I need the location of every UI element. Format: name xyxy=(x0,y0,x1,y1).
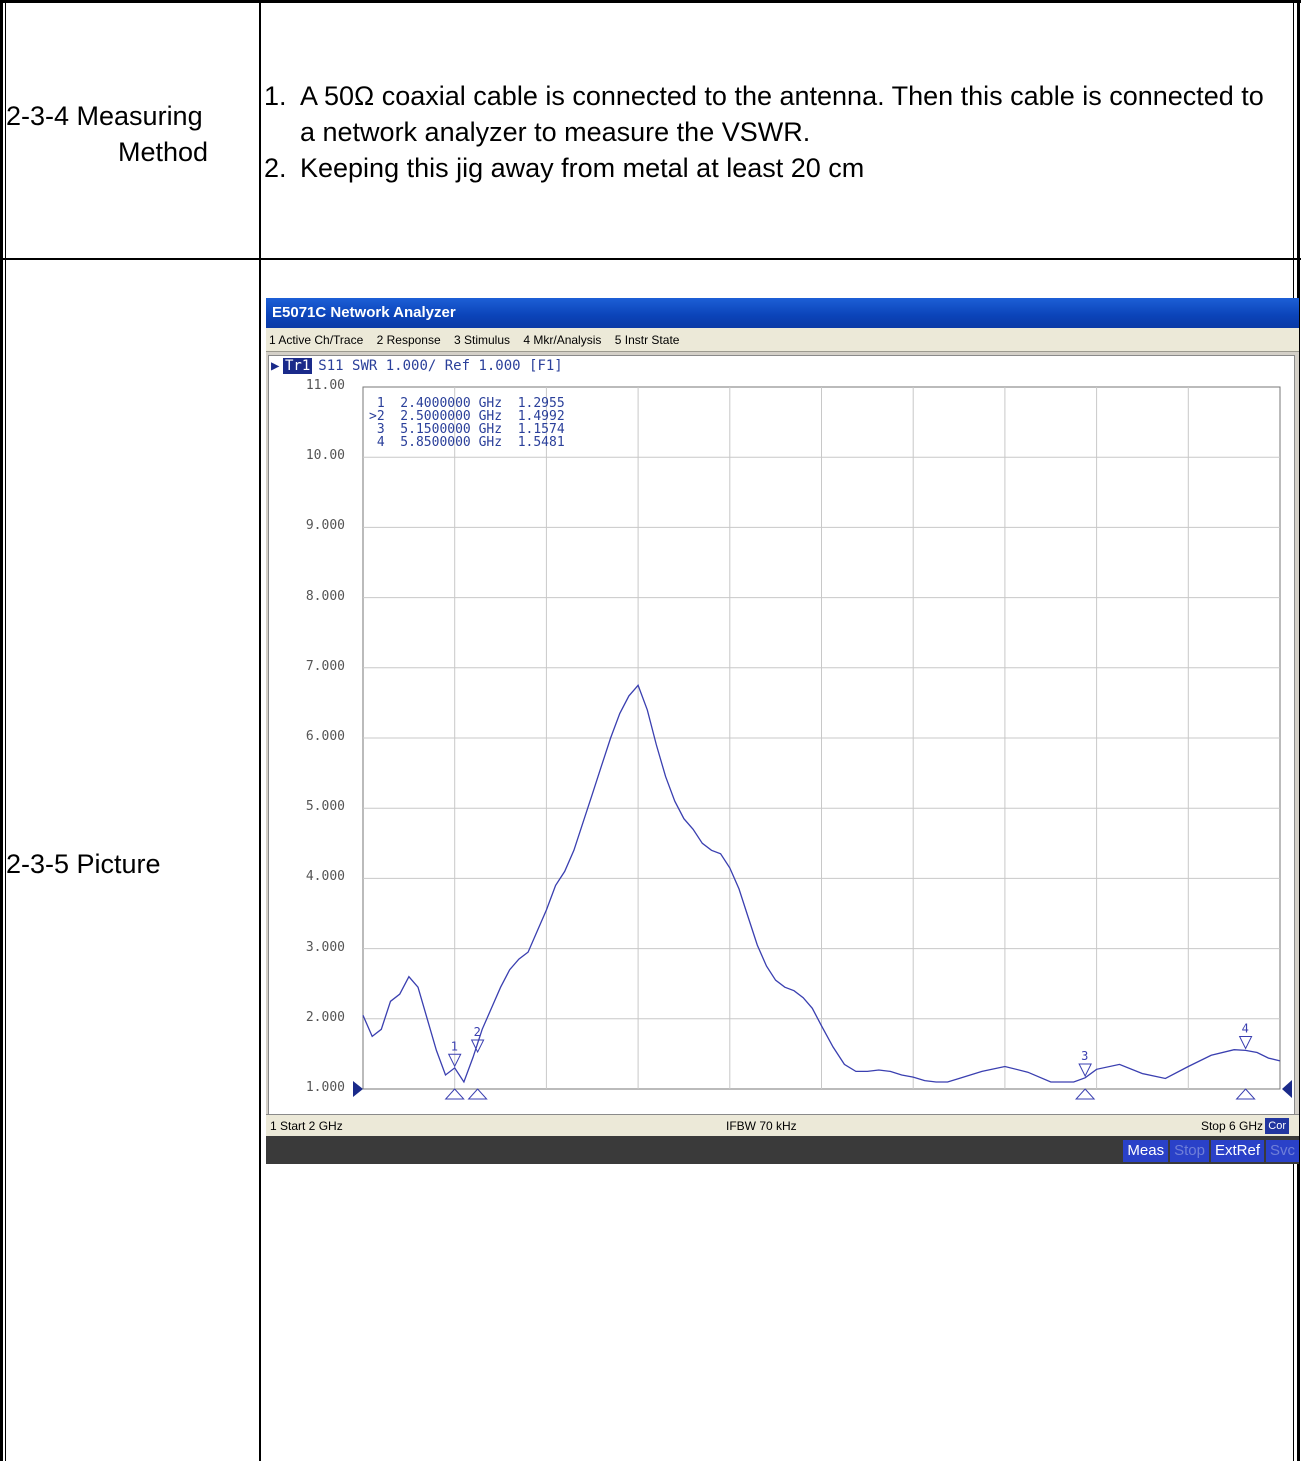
vswr-plot: 1 2 3 4 xyxy=(353,386,1292,1100)
reference-level-arrow-icon xyxy=(353,1081,363,1097)
trace-header: ▶ Tr1 S11 SWR 1.000/ Ref 1.000 [F1] xyxy=(271,358,563,374)
table-border-left xyxy=(0,0,3,1461)
reference-level-arrow-right-icon xyxy=(1282,1080,1292,1098)
step-item: 2. Keeping this jig away from metal at le… xyxy=(264,150,1284,186)
marker-axis-indicator-icon xyxy=(1075,1088,1096,1100)
status-bar: 1 Start 2 GHz IFBW 70 kHz Stop 6 GHz Cor xyxy=(266,1114,1299,1137)
marker-triangle-icon xyxy=(1078,1063,1092,1078)
measuring-method-label: 2-3-4 Measuring Method xyxy=(6,98,254,170)
step-text: A 50Ω coaxial cable is connected to the … xyxy=(300,81,1264,147)
vswr-trace-line xyxy=(362,684,1281,1084)
marker-triangle-icon xyxy=(470,1039,485,1054)
label-line-1: 2-3-4 Measuring xyxy=(6,101,203,131)
network-analyzer-screenshot: E5071C Network Analyzer 1 Active Ch/Trac… xyxy=(266,298,1299,1164)
marker-label: 2 xyxy=(474,1025,481,1039)
y-tick-label: 2.000 xyxy=(305,1009,345,1025)
table-column-divider xyxy=(259,0,261,1461)
analyzer-title: E5071C Network Analyzer xyxy=(266,298,1299,328)
trace-header-text: S11 SWR 1.000/ Ref 1.000 [F1] xyxy=(318,358,563,374)
step-number: 2. xyxy=(264,153,287,183)
y-tick-label: 11.00 xyxy=(305,378,345,393)
menu-item-mkr-analysis[interactable]: 4 Mkr/Analysis xyxy=(523,333,602,347)
step-text: Keeping this jig away from metal at leas… xyxy=(300,153,865,183)
status-button-extref[interactable]: ExtRef xyxy=(1210,1140,1264,1162)
y-tick-label: 4.000 xyxy=(305,869,345,885)
y-tick-label: 6.000 xyxy=(305,729,345,744)
marker-triangle-icon xyxy=(1238,1036,1253,1050)
marker-label: 4 xyxy=(1242,1022,1249,1036)
menu-item-response[interactable]: 2 Response xyxy=(376,333,441,347)
y-tick-label: 8.000 xyxy=(305,588,345,604)
table-border-left-inner xyxy=(5,0,6,1461)
stop-frequency: Stop 6 GHz xyxy=(1200,1119,1263,1133)
marker-table-row: 3 5.1500000 GHz 1.1574 xyxy=(369,422,565,437)
marker-axis-indicator-icon xyxy=(1235,1088,1256,1100)
status-button-svc[interactable]: Svc xyxy=(1265,1140,1299,1162)
marker-table-row: >2 2.5000000 GHz 1.4992 xyxy=(369,409,565,424)
instrument-status-bar: Meas Stop ExtRef Svc xyxy=(266,1136,1299,1164)
label-line-2: Method xyxy=(118,137,209,167)
picture-label: 2-3-5 Picture xyxy=(6,849,161,879)
marker-table: 1 2.4000000 GHz 1.2955 >2 2.5000000 GHz 1… xyxy=(369,397,565,449)
instrument-status-buttons: Meas Stop ExtRef Svc xyxy=(1121,1140,1299,1162)
marker-axis-indicator-icon xyxy=(444,1088,465,1100)
table-border-top xyxy=(0,0,1301,3)
marker-table-row: 4 5.8500000 GHz 1.5481 xyxy=(369,435,565,450)
y-tick-label: 3.000 xyxy=(305,939,345,955)
y-tick-label: 7.000 xyxy=(305,658,345,674)
marker-label: 3 xyxy=(1081,1049,1088,1063)
plot-window: ▶ Tr1 S11 SWR 1.000/ Ref 1.000 [F1] 11.00… xyxy=(268,355,1295,1115)
start-frequency: 1 Start 2 GHz xyxy=(270,1119,343,1133)
y-tick-label: 5.000 xyxy=(305,799,345,815)
y-tick-label: 10.00 xyxy=(305,448,345,464)
y-tick-label: 9.000 xyxy=(305,518,345,534)
active-trace-arrow-icon: ▶ xyxy=(271,358,280,374)
measuring-steps: 1. A 50Ω coaxial cable is connected to th… xyxy=(264,78,1284,186)
y-tick-label: 1.000 xyxy=(305,1080,345,1095)
step-item: 1. A 50Ω coaxial cable is connected to th… xyxy=(264,78,1284,150)
menu-item-active-ch-trace[interactable]: 1 Active Ch/Trace xyxy=(269,333,364,347)
marker-axis-indicator-icon xyxy=(467,1088,488,1100)
marker-triangle-icon xyxy=(447,1053,462,1068)
correction-badge: Cor xyxy=(1265,1118,1289,1134)
status-button-stop[interactable]: Stop xyxy=(1170,1140,1209,1162)
status-button-meas[interactable]: Meas xyxy=(1123,1140,1169,1162)
menu-item-stimulus[interactable]: 3 Stimulus xyxy=(454,333,511,347)
trace-tag[interactable]: Tr1 xyxy=(283,358,313,374)
marker-label: 1 xyxy=(451,1039,458,1053)
analyzer-menu-bar: 1 Active Ch/Trace 2 Response 3 Stimulus … xyxy=(266,328,1299,352)
marker-table-row: 1 2.4000000 GHz 1.2955 xyxy=(369,396,565,411)
menu-item-instr-state[interactable]: 5 Instr State xyxy=(614,333,680,347)
ifbw-value: IFBW 70 kHz xyxy=(726,1119,797,1133)
step-number: 1. xyxy=(264,81,287,111)
table-row-divider xyxy=(0,258,1301,260)
